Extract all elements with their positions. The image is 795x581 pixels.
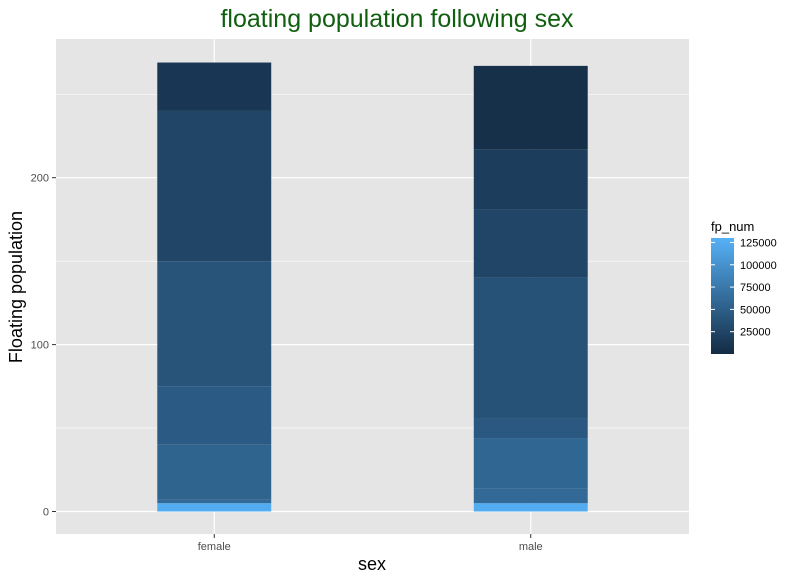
bar-segment-male bbox=[473, 149, 588, 210]
bar-segment-female bbox=[157, 110, 272, 262]
bar-segment-male bbox=[473, 65, 588, 150]
bar-segment-male bbox=[473, 209, 588, 278]
legend-tick-label: 125000 bbox=[740, 237, 777, 249]
legend-ticks: 25000 50000 75000 100000 125000 bbox=[711, 237, 777, 339]
bar-segment-female bbox=[157, 503, 272, 512]
chart-title: floating population following sex bbox=[220, 5, 574, 33]
x-axis-title: sex bbox=[358, 554, 386, 574]
legend-tick-label: 75000 bbox=[740, 282, 771, 294]
bar-segment-female bbox=[157, 261, 272, 387]
y-tick-label: 0 bbox=[43, 507, 49, 519]
y-tick-label: 100 bbox=[31, 340, 49, 352]
bars bbox=[157, 62, 588, 512]
y-tick-label: 200 bbox=[31, 173, 49, 185]
bar-segment-male bbox=[473, 438, 588, 489]
bar-segment-male bbox=[473, 488, 588, 504]
x-tick-label-male: male bbox=[519, 541, 543, 553]
legend-title: fp_num bbox=[711, 219, 754, 234]
bar-segment-female bbox=[157, 499, 272, 504]
bar-segment-female bbox=[157, 386, 272, 445]
x-tick-label-female: female bbox=[198, 541, 231, 553]
legend-tick-label: 50000 bbox=[740, 304, 771, 316]
legend: fp_num 25000 50000 75000 100000 125000 bbox=[711, 219, 777, 354]
bar-segment-male bbox=[473, 418, 588, 439]
x-axis: female male bbox=[198, 534, 543, 553]
y-axis-title: Floating population bbox=[6, 211, 26, 363]
bar-segment-female bbox=[157, 444, 272, 500]
bar-segment-male bbox=[473, 277, 588, 419]
y-axis: 0 100 200 bbox=[31, 173, 56, 519]
bar-segment-male bbox=[473, 503, 588, 512]
bar-segment-female bbox=[157, 62, 272, 111]
plot-panel bbox=[56, 39, 689, 534]
legend-tick-label: 25000 bbox=[740, 327, 771, 339]
legend-tick-label: 100000 bbox=[740, 260, 777, 272]
legend-colorbar bbox=[711, 238, 734, 354]
